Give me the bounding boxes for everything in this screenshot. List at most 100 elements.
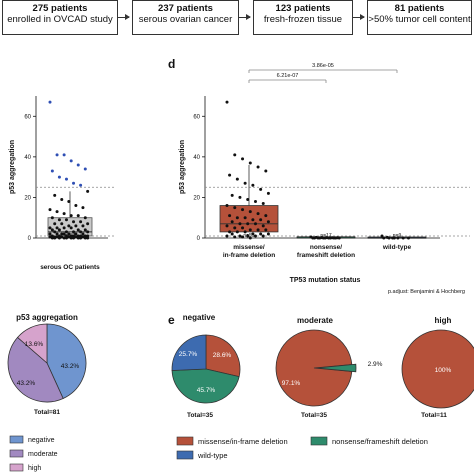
panel-letter-e: e (168, 313, 175, 327)
tp53-category-label: in-frame deletion (223, 252, 275, 259)
serous-point (83, 216, 87, 220)
tp53-y-tick-label: 0 (197, 236, 201, 242)
flow-arrow-1 (118, 14, 130, 20)
tp53-n-label: n=9 (393, 233, 402, 239)
tp53-point (261, 202, 265, 206)
tp53-point (225, 224, 229, 228)
flow-arrow-2 (239, 14, 251, 20)
panel-letter-d: d (168, 57, 176, 71)
pie-moderate-value-label: 2.9% (368, 361, 383, 368)
tp53-point (233, 226, 237, 230)
serous-point (76, 228, 80, 232)
serous-y-tick-label: 40 (24, 155, 31, 161)
legend-p53-swatch (9, 435, 24, 444)
tp53-point (230, 220, 234, 224)
serous-y-axis-label: p53 aggregation (9, 140, 16, 194)
pie-high-title: high (435, 316, 452, 325)
legend-p53-swatch (9, 449, 24, 458)
tp53-point (266, 220, 270, 224)
tp53-category-label: missense/ (233, 244, 265, 251)
serous-point (67, 224, 71, 228)
serous-point (72, 181, 76, 185)
legend-p53-label: moderate (28, 451, 58, 458)
tp53-point (243, 181, 247, 185)
pie-negative-slice (171, 334, 207, 371)
tp53-point (264, 169, 268, 173)
serous-point (48, 100, 52, 104)
tp53-box (219, 205, 279, 233)
serous-point (55, 153, 59, 157)
tp53-point (253, 222, 257, 226)
tp53-point (225, 100, 229, 104)
pie-negative-value-label: 25.7% (179, 351, 198, 358)
tp53-point (259, 218, 263, 222)
tp53-y-axis-label: p53 aggregation (179, 140, 186, 194)
serous-point (72, 220, 76, 224)
serous-point (81, 232, 85, 236)
serous-point (79, 183, 83, 187)
tp53-point (251, 232, 255, 236)
serous-y-tick-label: 20 (24, 195, 31, 201)
tp53-point (251, 218, 255, 222)
flow-box-3-desc: fresh-frozen tissue (263, 14, 343, 25)
flow-box-3-count: 123 patients (275, 3, 331, 14)
tp53-point (248, 161, 252, 165)
tp53-point (261, 224, 265, 228)
tp53-note: p.adjust: Benjamini & Hochberg (388, 289, 465, 295)
pie-high-total: Total=11 (421, 412, 447, 419)
serous-point (57, 175, 61, 179)
pie-p53-value-label: 13.6% (25, 341, 44, 348)
pie-negative-slice (205, 334, 241, 378)
serous-point (50, 228, 54, 232)
tp53-point (246, 197, 250, 201)
tp53-point (228, 230, 232, 234)
serous-y-tick-label: 0 (28, 236, 32, 242)
tp53-point (251, 183, 255, 187)
tp53-point (256, 165, 260, 169)
pie-moderate-slice (316, 363, 357, 373)
tp53-category-label: wild-type (382, 244, 412, 251)
serous-y-tick-label: 60 (24, 114, 31, 120)
serous-category-label: serous OC patients (40, 264, 100, 271)
serous-point (57, 218, 61, 222)
serous-point (60, 197, 64, 201)
serous-point (74, 204, 78, 208)
legend-e-swatch (176, 450, 194, 460)
tp53-point (235, 216, 239, 220)
serous-point (64, 177, 68, 181)
pie-high-slice (401, 329, 474, 409)
tp53-n-label: n=55 (243, 233, 254, 239)
flow-box-4-desc: >50% tumor cell content (368, 14, 471, 25)
serous-point (86, 230, 90, 234)
serous-point (62, 226, 66, 230)
flow-box-1-count: 275 patients (32, 3, 88, 14)
serous-point (83, 167, 87, 171)
serous-point (62, 212, 66, 216)
serous-point (60, 232, 64, 236)
legend-p53-label: high (28, 465, 41, 472)
tp53-point (233, 206, 237, 210)
tp53-point (225, 234, 229, 238)
serous-point (67, 199, 71, 203)
pie-negative-slice (171, 368, 240, 404)
pie-moderate-slice (275, 329, 353, 407)
serous-point (55, 232, 59, 236)
pie-moderate-value-label: 97.1% (282, 380, 301, 387)
flow-box-4-count: 81 patients (394, 3, 445, 14)
pie-moderate-title: moderate (297, 316, 334, 325)
pie-p53-value-label: 43.2% (61, 363, 80, 370)
pie-moderate-total: Total=35 (301, 412, 327, 419)
tp53-point (256, 212, 260, 216)
pie-negative-value-label: 45.7% (197, 387, 216, 394)
serous-point (81, 206, 85, 210)
pie-high-value-label: 100% (435, 367, 452, 374)
pie-negative-total: Total=35 (187, 412, 213, 419)
legend-e-swatch (310, 436, 328, 446)
serous-point (64, 218, 68, 222)
flow-box-3: 123 patients fresh-frozen tissue (253, 0, 353, 35)
tp53-point (266, 191, 270, 195)
legend-e-label: missense/in-frame deletion (198, 437, 288, 446)
tp53-point (241, 226, 245, 230)
flow-box-2: 237 patients serous ovarian cancer (132, 0, 239, 35)
tp53-point (241, 157, 245, 161)
